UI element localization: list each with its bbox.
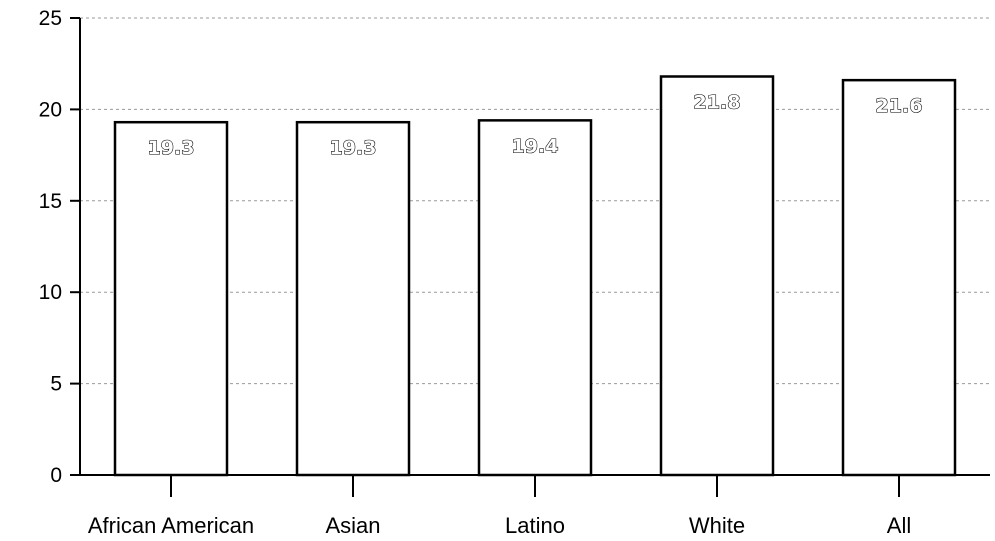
y-tick-label: 20	[39, 98, 62, 121]
bar-african-american	[113, 120, 229, 477]
data-label: 19.3	[330, 137, 377, 159]
y-tick-label: 5	[50, 373, 62, 396]
y-tick-label: 15	[39, 190, 62, 213]
x-category-label: Latino	[505, 513, 565, 538]
y-tick-label: 10	[39, 281, 62, 304]
data-label: 21.8	[694, 91, 741, 113]
bar-asian	[295, 120, 411, 477]
y-axis-ticks: 0 5 10 15 20 25	[39, 7, 80, 487]
data-labels: 19.3 19.3 19.4 21.8 21.6	[147, 91, 923, 160]
bar-all	[841, 78, 957, 477]
data-label: 19.4	[512, 135, 559, 157]
x-axis-ticks: African American Asian Latino White All	[88, 475, 911, 538]
bar-white	[659, 75, 775, 477]
bar-latino	[477, 119, 593, 477]
y-tick-label: 25	[39, 7, 62, 30]
x-category-label: African American	[88, 513, 254, 538]
data-label: 21.6	[876, 95, 923, 117]
x-category-label: Asian	[325, 513, 380, 538]
y-tick-label: 0	[50, 464, 62, 487]
x-category-label: All	[887, 513, 911, 538]
gridlines	[80, 17, 990, 385]
bars	[113, 75, 957, 477]
data-label: 19.3	[148, 137, 195, 159]
x-category-label: White	[689, 513, 745, 538]
